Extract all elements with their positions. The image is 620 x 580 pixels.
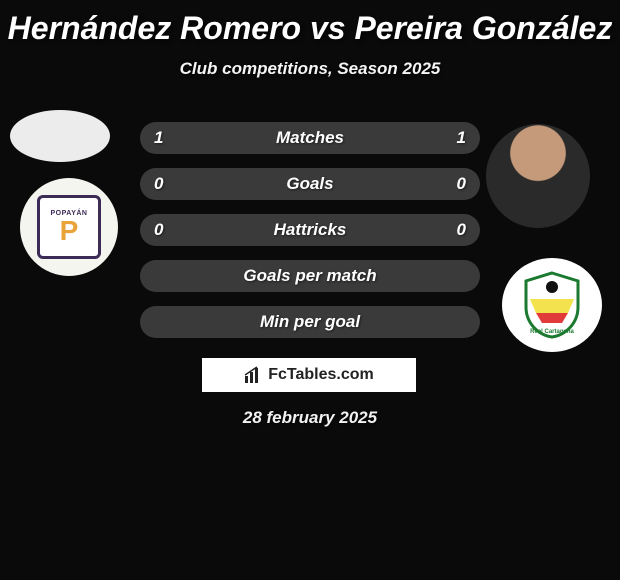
stats-column: 1 Matches 1 0 Goals 0 0 Hattricks 0 Goal… [140,122,480,352]
stat-left-value: 0 [154,220,194,240]
club-right-badge: Real Cartagena [502,258,602,352]
chart-icon [244,366,262,384]
branding-link[interactable]: FcTables.com [202,358,416,392]
stat-left-value: 1 [154,128,194,148]
club-right-crest-icon: Real Cartagena [516,269,588,341]
club-left-badge: POPAYÁN P [20,178,118,276]
player-left-avatar [10,110,110,162]
stat-label: Goals per match [194,266,426,286]
stat-right-value: 0 [426,174,466,194]
stat-row-hattricks: 0 Hattricks 0 [140,214,480,246]
stat-row-goals: 0 Goals 0 [140,168,480,200]
stat-right-value: 1 [426,128,466,148]
stat-row-goals-per-match: Goals per match [140,260,480,292]
stat-row-matches: 1 Matches 1 [140,122,480,154]
player-right-avatar [486,124,590,228]
club-right-label: Real Cartagena [530,329,574,335]
stat-label: Goals [194,174,426,194]
stat-label: Hattricks [194,220,426,240]
club-left-letter: P [60,217,79,245]
page-subtitle: Club competitions, Season 2025 [0,59,620,79]
branding-text: FcTables.com [268,366,374,384]
date-label: 28 february 2025 [0,408,620,428]
stat-left-value: 0 [154,174,194,194]
stat-row-min-per-goal: Min per goal [140,306,480,338]
stat-label: Min per goal [194,312,426,332]
page-title: Hernández Romero vs Pereira González [0,0,620,47]
stat-right-value: 0 [426,220,466,240]
stat-label: Matches [194,128,426,148]
